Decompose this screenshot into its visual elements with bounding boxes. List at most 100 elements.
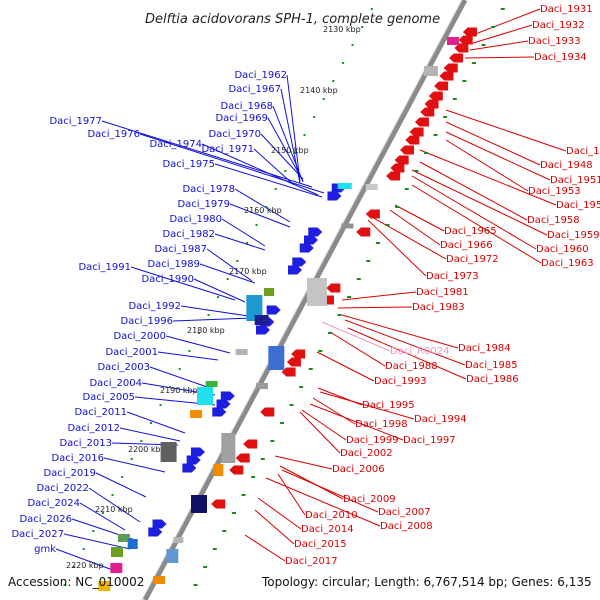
reverse-gene-arrow — [365, 209, 380, 219]
tick-dot-left — [274, 188, 277, 190]
connector-line — [172, 317, 253, 322]
gene-label-right: Daci_1931 — [540, 4, 593, 15]
gene-label-left: Daci_2012 — [67, 423, 120, 434]
gene-block — [191, 495, 207, 513]
tick-dot-right — [375, 242, 380, 244]
tick-dot-right — [203, 566, 208, 568]
connector-line — [319, 391, 415, 420]
gene-label-right: Daci_1995 — [362, 400, 415, 411]
tick-dot-right — [289, 404, 294, 406]
gene-block — [127, 539, 138, 549]
connector-line — [469, 40, 529, 51]
tick-dot-left — [101, 512, 104, 514]
connector-line — [445, 109, 567, 152]
tick-dot-right — [260, 458, 265, 460]
connector-line — [419, 149, 557, 206]
gene-label-right: Daci_1994 — [414, 414, 467, 425]
forward-gene-arrow — [148, 527, 163, 537]
label-connector-lines — [55, 8, 567, 573]
gene-label-right: Daci_1993 — [374, 376, 427, 387]
gene-block — [235, 349, 248, 355]
gene-label-left: Daci_1990 — [141, 274, 194, 285]
tick-dot-left — [121, 476, 124, 478]
tick-dot-left — [82, 548, 85, 550]
connector-line — [201, 143, 319, 196]
tick-dot-left — [293, 152, 296, 154]
connector-line — [411, 184, 542, 264]
gene-label-left: Daci_1989 — [147, 259, 200, 270]
connector-line — [139, 133, 325, 194]
gene-label-right: Daci_1986 — [466, 374, 519, 385]
gene-label-right: Daci_1959 — [547, 230, 600, 241]
gene-label-left: Daci_1979 — [177, 199, 230, 210]
tick-dot-right — [481, 44, 486, 46]
reverse-gene-arrow — [405, 135, 420, 145]
tick-label: 2140 kbp — [300, 86, 338, 95]
connector-line — [445, 131, 551, 181]
gene-block — [365, 184, 378, 190]
tick-dot-right — [423, 152, 428, 154]
tick-dot-right — [414, 170, 419, 172]
gene-label-left: Daci_2027 — [11, 529, 64, 540]
gene-block — [110, 563, 123, 573]
tick-dot-right — [327, 332, 332, 334]
gene-label-left: Daci_2022 — [36, 483, 89, 494]
connector-line — [341, 314, 459, 349]
gene-label-right: Daci_1999 — [346, 435, 399, 446]
tick-dot-right — [308, 368, 313, 370]
reverse-gene-arrow — [414, 117, 429, 127]
connector-line — [149, 366, 211, 389]
connector-line — [265, 477, 381, 527]
gene-label-left: Daci_1996 — [120, 316, 173, 327]
connector-line — [199, 263, 256, 284]
tick-dot-left — [236, 260, 239, 262]
tick-dot-left — [351, 44, 354, 46]
tick-dot-right — [395, 206, 400, 208]
gene-label-right: Daci_1948 — [540, 160, 593, 171]
reverse-gene-arrow — [443, 63, 458, 73]
tick-dot-right — [366, 260, 371, 262]
topology-text: Topology: circular; Length: 6,767,514 bp… — [261, 575, 592, 589]
gene-label-right: Daci_1953 — [528, 186, 581, 197]
gene-label-left: Daci_1980 — [169, 214, 222, 225]
gene-label-left: Daci_1992 — [128, 301, 181, 312]
tick-dot-left — [149, 422, 152, 424]
gene-label-right: Daci_2014 — [301, 524, 354, 535]
gene-label-left: gmk — [34, 544, 56, 555]
gene-label-left: Daci_2019 — [43, 468, 96, 479]
connector-line — [119, 427, 181, 442]
gene-label-right: Daci_1997 — [403, 435, 456, 446]
gene-features — [98, 27, 477, 591]
forward-gene-arrow — [304, 235, 318, 245]
forward-gene-arrow — [266, 305, 281, 315]
tick-dot-right — [251, 476, 256, 478]
tick-label: 2170 kbp — [229, 267, 267, 276]
gene-label-right: Daci_2006 — [332, 464, 385, 475]
connector-line — [88, 487, 141, 523]
reverse-gene-arrow — [400, 145, 414, 155]
reverse-gene-arrow — [235, 453, 250, 463]
forward-gene-arrow — [299, 243, 314, 253]
connector-line — [272, 105, 304, 183]
gene-block — [153, 576, 165, 584]
reverse-gene-arrow — [386, 171, 401, 181]
connector-line — [260, 133, 304, 180]
forward-gene-arrow — [216, 399, 231, 409]
connector-line — [95, 472, 147, 498]
reverse-gene-arrow — [326, 283, 341, 293]
accession-text: Accession: NC_010002 — [8, 575, 144, 589]
tick-dot-left — [245, 242, 248, 244]
connector-line — [445, 121, 541, 166]
connector-line — [254, 509, 295, 545]
connector-line — [309, 403, 404, 441]
tick-dot-left — [63, 584, 66, 586]
connector-line — [299, 411, 341, 454]
forward-gene-arrow — [186, 455, 201, 465]
gene-label-right: Daci_2017 — [285, 556, 338, 567]
gene-label-right: Daci_1965 — [444, 226, 497, 237]
tick-dot-right — [356, 278, 361, 280]
tick-dot-right — [452, 98, 457, 100]
gene-label-left: Daci_2026 — [19, 514, 72, 525]
gene-label-right: Daci_2009 — [343, 494, 396, 505]
